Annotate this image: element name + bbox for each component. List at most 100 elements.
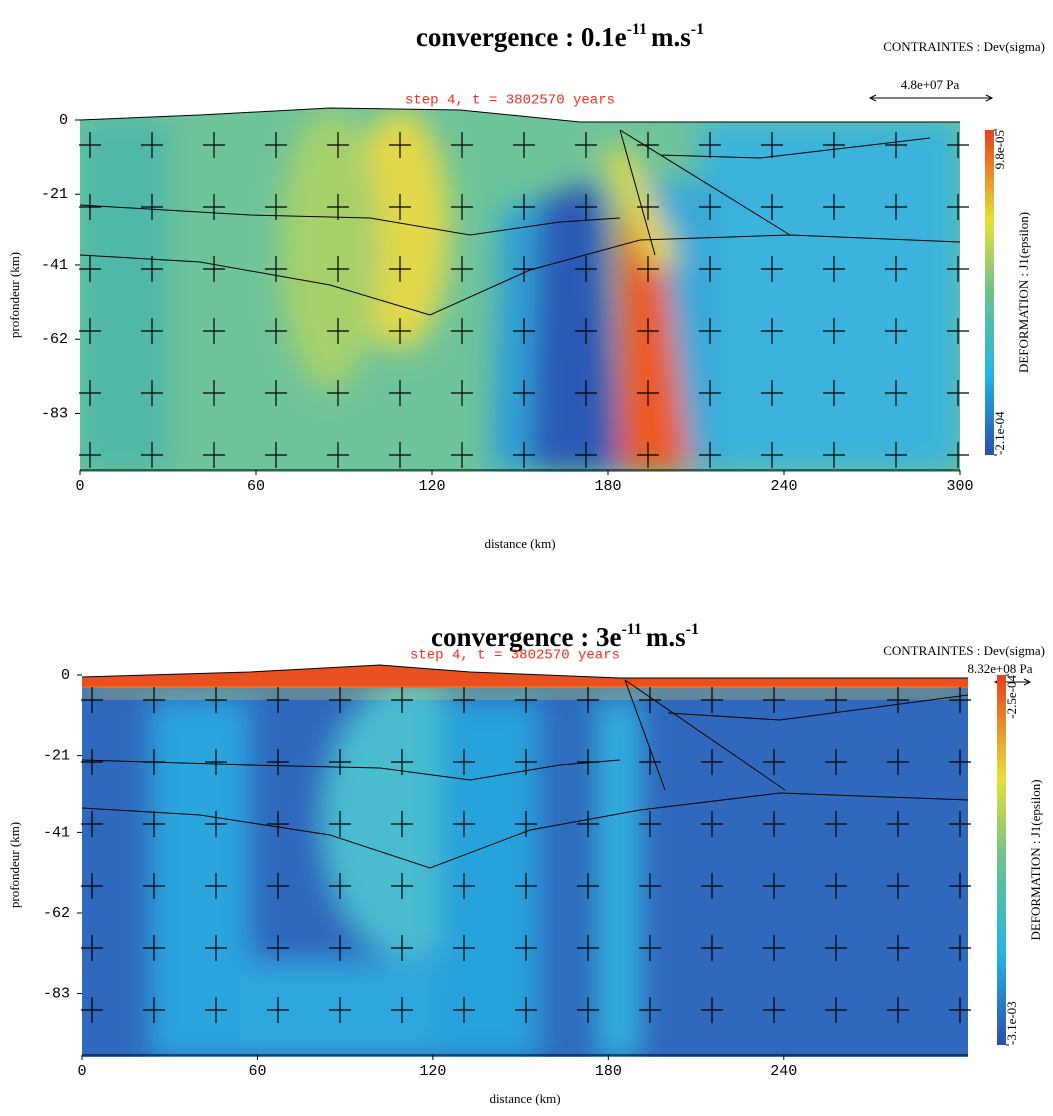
stress-cross [203, 442, 225, 468]
stress-cross [79, 442, 101, 468]
annotation: step 4, t = 3802570 years [405, 93, 615, 109]
stress-cross [637, 380, 659, 406]
stress-cross [79, 318, 101, 344]
colorbar-label: DEFORMATION : J1(epsilon) [1016, 212, 1031, 373]
title-part: m.s [651, 22, 691, 52]
stress-cross [329, 873, 351, 899]
stress-cross [699, 318, 721, 344]
x-axis-label: distance (km) [484, 536, 555, 551]
y-tick-label: -83 [43, 986, 70, 1003]
stress-cross [267, 873, 289, 899]
y-tick-label: -41 [41, 257, 68, 274]
stress-cross [453, 873, 475, 899]
stress-cross [947, 132, 969, 158]
stress-cross [637, 318, 659, 344]
stress-cross [825, 811, 847, 837]
x-tick-label: 180 [594, 478, 621, 495]
stress-cross [141, 318, 163, 344]
title-superscript: -1 [691, 21, 704, 38]
stress-cross [265, 194, 287, 220]
stress-cross [143, 687, 165, 713]
title-superscript: -11 [621, 621, 641, 638]
y-tick-label: 0 [59, 112, 68, 129]
stress-cross [389, 380, 411, 406]
stress-cross [81, 997, 103, 1023]
y-tick-label: 0 [61, 667, 70, 684]
stress-cross [949, 811, 971, 837]
y-tick-label: -62 [43, 905, 70, 922]
stress-cross [887, 997, 909, 1023]
stress-cross [887, 811, 909, 837]
stress-cross [203, 380, 225, 406]
stress-cross [327, 132, 349, 158]
x-tick-label: 0 [77, 1063, 86, 1080]
stress-cross [267, 811, 289, 837]
legend-title: CONTRAINTES : Dev(sigma) [883, 39, 1045, 54]
stress-cross [823, 442, 845, 468]
stress-cross [267, 749, 289, 775]
x-tick-label: 120 [419, 1063, 446, 1080]
scale-label: 8.32e+08 Pa [967, 661, 1032, 676]
stress-cross [389, 318, 411, 344]
stress-cross [949, 749, 971, 775]
stress-cross [265, 380, 287, 406]
stress-cross [577, 873, 599, 899]
stress-cross [699, 132, 721, 158]
stress-cross [79, 132, 101, 158]
stress-cross [205, 749, 227, 775]
stress-cross [761, 442, 783, 468]
stress-cross [141, 132, 163, 158]
stress-cross [391, 873, 413, 899]
stress-cross [947, 194, 969, 220]
chart-title: convergence : 3e-11 m.s-1 [431, 621, 699, 653]
stress-cross [639, 749, 661, 775]
stress-cross [761, 318, 783, 344]
stress-cross [329, 749, 351, 775]
stress-cross [205, 997, 227, 1023]
y-tick-label: -21 [43, 748, 70, 765]
stress-cross [825, 687, 847, 713]
stress-cross [79, 194, 101, 220]
stress-cross [825, 749, 847, 775]
annotation: step 4, t = 3802570 years [410, 648, 620, 664]
stress-cross [389, 256, 411, 282]
stress-cross [513, 194, 535, 220]
colorbar-label: DEFORMATION : J1(epsilon) [1028, 779, 1043, 940]
stress-cross [637, 442, 659, 468]
stress-cross [763, 935, 785, 961]
stress-cross [577, 749, 599, 775]
stress-cross [143, 873, 165, 899]
chart-title: convergence : 0.1e-11 m.s-1 [416, 21, 704, 53]
stress-cross [763, 811, 785, 837]
stress-cross [327, 194, 349, 220]
stress-cross [391, 997, 413, 1023]
stress-cross [391, 687, 413, 713]
title-part: convergence : 3e [431, 622, 621, 652]
layer-lines [81, 664, 969, 869]
stress-cross [203, 194, 225, 220]
stress-cross [265, 318, 287, 344]
title-part: m.s [646, 622, 686, 652]
stress-cross [203, 318, 225, 344]
stress-cross [885, 194, 907, 220]
colorbar-tick-label: 9.8e-05 [992, 130, 1007, 169]
stress-cross [699, 194, 721, 220]
stress-cross [577, 935, 599, 961]
stress-cross [515, 687, 537, 713]
stress-cross [143, 935, 165, 961]
stress-cross [267, 687, 289, 713]
colorbar [985, 130, 994, 455]
stress-cross [823, 318, 845, 344]
stress-cross [637, 256, 659, 282]
stress-cross [329, 935, 351, 961]
title-superscript: -1 [686, 621, 699, 638]
stress-cross [205, 811, 227, 837]
stress-cross [141, 380, 163, 406]
stress-cross [513, 442, 535, 468]
stress-cross [391, 935, 413, 961]
x-tick-label: 0 [75, 478, 84, 495]
title-superscript: -11 [627, 21, 647, 38]
stress-cross [701, 997, 723, 1023]
stress-cross [329, 997, 351, 1023]
